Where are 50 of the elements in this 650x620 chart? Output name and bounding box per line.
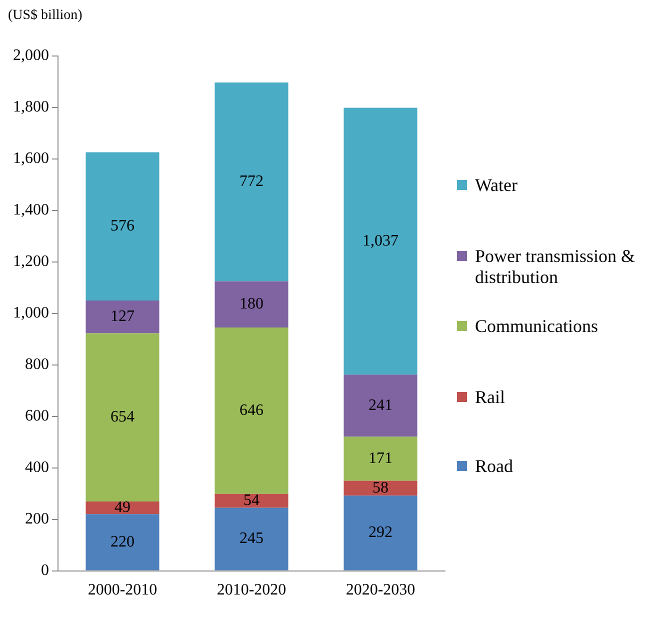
bar <box>214 82 288 282</box>
legend-label: Water <box>475 175 519 196</box>
y-tick-label: 800 <box>25 356 49 374</box>
bar <box>344 496 418 570</box>
y-tick-label: 1,000 <box>13 304 49 322</box>
bar <box>86 152 160 301</box>
y-tick-label: 1,400 <box>13 202 49 219</box>
bar <box>214 508 288 570</box>
x-tick-label: 2010-2020 <box>216 582 286 599</box>
data-label: 171 <box>368 450 392 467</box>
y-tick-label: 1,200 <box>13 253 49 270</box>
y-tick-label: 1,600 <box>13 150 49 168</box>
bar <box>86 502 160 514</box>
data-label: 646 <box>240 402 264 419</box>
y-tick-label: 600 <box>25 408 49 425</box>
y-tick-label: 0 <box>41 562 49 580</box>
data-label: 654 <box>110 408 134 426</box>
bar <box>344 108 418 375</box>
y-tick-label: 200 <box>25 510 49 528</box>
data-label: 49 <box>114 499 130 516</box>
data-label: 292 <box>368 524 392 542</box>
data-label: 772 <box>240 173 264 190</box>
bar <box>344 480 418 496</box>
data-label: 58 <box>372 479 388 496</box>
bar <box>86 514 160 570</box>
x-tick-label: 2020-2030 <box>346 582 416 599</box>
data-label: 127 <box>110 308 134 326</box>
bar <box>214 328 288 494</box>
bar <box>214 494 288 508</box>
data-label: 180 <box>240 296 264 313</box>
legend-label: Communications <box>475 316 599 337</box>
legend-label: Power transmission & distribution <box>475 246 635 288</box>
y-tick-label: 2,000 <box>13 47 49 64</box>
bar <box>344 436 418 481</box>
x-tick-label: 2000-2010 <box>88 582 158 599</box>
data-label: 54 <box>244 492 260 509</box>
bar <box>344 374 418 437</box>
y-axis-title: (US$ billion) <box>8 8 82 24</box>
legend-label: Rail <box>475 387 506 408</box>
data-label: 576 <box>110 218 134 235</box>
y-tick-label: 1,800 <box>13 98 49 116</box>
bar <box>86 300 160 334</box>
bar <box>86 333 160 502</box>
data-label: 220 <box>110 533 134 550</box>
y-tick-label: 400 <box>25 459 49 476</box>
data-label: 241 <box>368 396 392 414</box>
data-label: 1,037 <box>362 232 398 250</box>
legend-label: Road <box>475 456 514 477</box>
data-label: 245 <box>240 530 264 548</box>
bar <box>214 281 288 328</box>
